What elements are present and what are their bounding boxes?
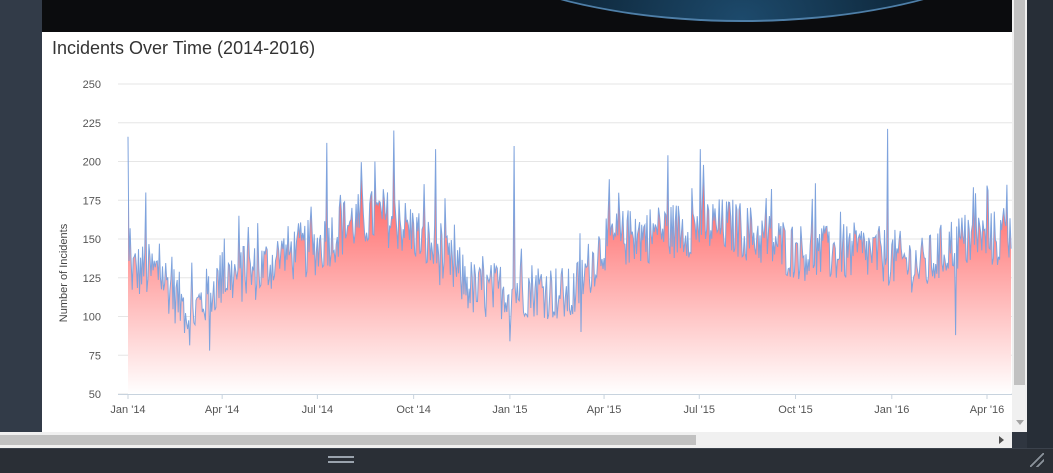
chart-panel: 50 75 100 125 150 175 200 225 250 Jan '14 Apr '14… — [42, 32, 1012, 432]
y-tick-label: 200 — [83, 157, 101, 169]
x-tick-label: Oct '15 — [778, 404, 813, 416]
y-tick-label: 175 — [83, 195, 101, 207]
header-banner-image — [42, 0, 1012, 32]
x-tick-label: Oct '14 — [396, 404, 431, 416]
scroll-down-arrow-icon[interactable] — [1016, 420, 1024, 425]
y-tick-label: 225 — [83, 118, 101, 130]
incidents-area — [128, 128, 1012, 394]
horizontal-scroll-thumb[interactable] — [0, 435, 696, 445]
banner-globe-arc — [432, 0, 1012, 22]
x-tick-label: Jan '16 — [874, 404, 909, 416]
y-tick-label: 75 — [89, 350, 101, 362]
y-tick-label: 250 — [83, 79, 101, 91]
y-tick-label: 50 — [89, 389, 101, 401]
y-axis-title: Number of Incidents — [58, 223, 70, 322]
chart-svg: 50 75 100 125 150 175 200 225 250 Jan '14 Apr '14… — [58, 79, 1012, 416]
scroll-right-arrow-icon[interactable] — [999, 436, 1004, 444]
y-tick-label: 100 — [83, 312, 101, 324]
page-right-strip — [1027, 0, 1053, 448]
horizontal-scrollbar[interactable] — [0, 432, 1012, 448]
x-tick-labels: Jan '14 Apr '14 Jul '14 Oct '14 Jan '15 Apr '… — [110, 394, 1004, 416]
vertical-scrollbar[interactable] — [1012, 0, 1027, 432]
x-tick-label: Jul '15 — [684, 404, 715, 416]
x-tick-label: Jan '15 — [492, 404, 527, 416]
bottom-status-bar — [0, 448, 1053, 473]
resize-grip-icon[interactable] — [1030, 453, 1044, 467]
incidents-line — [127, 128, 1012, 351]
x-tick-label: Jan '14 — [110, 404, 145, 416]
drag-handle-icon[interactable] — [328, 456, 354, 465]
vertical-scroll-thumb[interactable] — [1014, 0, 1025, 385]
x-tick-label: Apr '16 — [970, 404, 1005, 416]
chart-title: Incidents Over Time (2014-2016) — [52, 38, 316, 58]
y-tick-label: 150 — [83, 234, 101, 246]
y-tick-labels: 50 75 100 125 150 175 200 225 250 — [83, 79, 101, 401]
page-left-rail — [0, 0, 42, 432]
x-tick-label: Apr '14 — [205, 404, 240, 416]
x-tick-label: Jul '14 — [302, 404, 333, 416]
y-tick-label: 125 — [83, 273, 101, 285]
x-tick-label: Apr '15 — [587, 404, 622, 416]
